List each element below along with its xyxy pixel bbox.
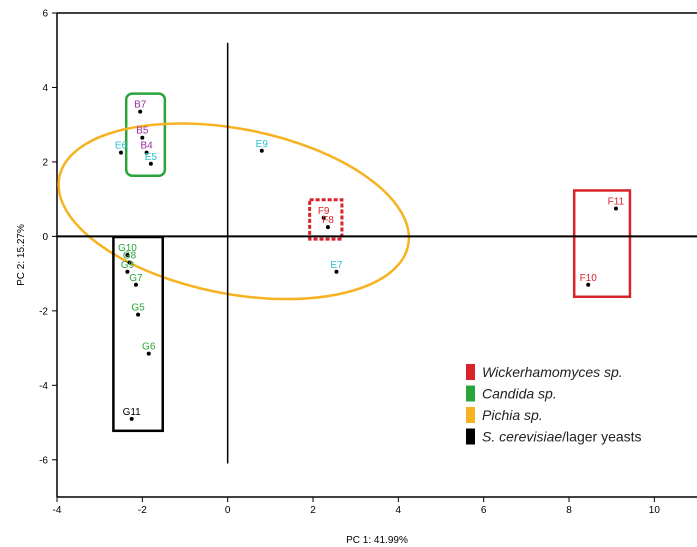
data-point-label: G8 (123, 250, 137, 261)
data-point-label: G10 (118, 243, 137, 254)
x-tick-label: 8 (566, 505, 572, 516)
legend-label: S. cerevisiae/lager yeasts (482, 429, 642, 445)
legend-swatch (466, 385, 475, 402)
legend-label: Candida sp. (482, 386, 557, 402)
legend-swatch (466, 407, 475, 423)
group-outline-ellipse (57, 122, 411, 301)
data-point-marker (148, 161, 153, 166)
data-point-label: B5 (136, 126, 149, 137)
legend: Wickerhamomyces sp. Candida sp. Pichia sp.… (466, 364, 642, 445)
data-point-label: F8 (322, 215, 334, 226)
y-axis-title: PC 2: 15.27% (16, 224, 27, 286)
y-tick-label: -4 (39, 381, 48, 392)
legend-label: Wickerhamomyces sp. (482, 364, 623, 380)
group-outline-rect (124, 92, 167, 178)
data-point-label: G5 (131, 303, 145, 314)
y-tick-label: -2 (39, 306, 48, 317)
group-outline-rect (572, 189, 632, 299)
data-point-label: B4 (140, 141, 153, 152)
data-point-marker (321, 215, 326, 220)
data-point-marker (129, 416, 134, 421)
data-point-marker (613, 206, 618, 211)
data-point-label: F11 (608, 196, 625, 207)
legend-label: Pichia sp. (482, 407, 543, 423)
data-point-marker (127, 260, 132, 265)
x-tick-label: 6 (481, 505, 487, 516)
zero-lines (57, 42, 697, 464)
data-point-marker (138, 109, 143, 114)
group-outline-rect (308, 198, 344, 241)
plot-frame (56, 12, 697, 498)
data-point-label: G7 (129, 273, 143, 284)
data-point-marker (146, 351, 151, 356)
data-point-marker (133, 282, 138, 287)
data-point-marker (259, 148, 264, 153)
y-tick-label: -6 (39, 455, 48, 466)
data-point-marker (119, 150, 123, 155)
x-tick-label: 10 (649, 505, 661, 516)
y-tick-label: 4 (42, 83, 48, 94)
data-point-label: E5 (145, 152, 158, 163)
data-point-label: B7 (134, 100, 147, 111)
x-tick-label: -4 (53, 505, 62, 516)
data-point-label: G11 (123, 407, 142, 418)
data-point-label: G6 (142, 342, 156, 353)
data-point-label: F10 (580, 273, 598, 284)
x-axis-ticks: -4 -2 0 2 4 6 8 10 (53, 497, 661, 516)
data-point-label: F9 (318, 206, 330, 217)
x-tick-label: 4 (396, 505, 402, 516)
x-tick-label: 2 (310, 505, 316, 516)
data-point-label: E6 (115, 141, 128, 152)
y-axis-ticks: 6 4 2 0 -2 -4 -6 (39, 9, 57, 466)
data-point-marker (125, 253, 130, 257)
y-tick-label: 2 (42, 157, 48, 168)
y-tick-label: 0 (42, 232, 48, 243)
data-point-marker (140, 135, 145, 140)
legend-swatch (466, 364, 475, 380)
x-axis-title: PC 1: 41.99% (346, 535, 408, 546)
data-point-marker (125, 269, 130, 274)
data-point-marker (136, 312, 141, 317)
data-point-marker (586, 282, 591, 287)
data-point-label: E9 (256, 139, 269, 150)
data-point-marker (144, 150, 149, 155)
data-point-marker (325, 225, 330, 230)
x-tick-label: -2 (138, 505, 147, 516)
legend-swatch (466, 428, 475, 445)
data-point-label: E7 (330, 260, 343, 271)
data-point-label: G9 (121, 260, 135, 271)
y-tick-label: 6 (42, 9, 48, 20)
x-tick-label: 0 (225, 505, 231, 516)
data-point-marker (334, 269, 339, 274)
